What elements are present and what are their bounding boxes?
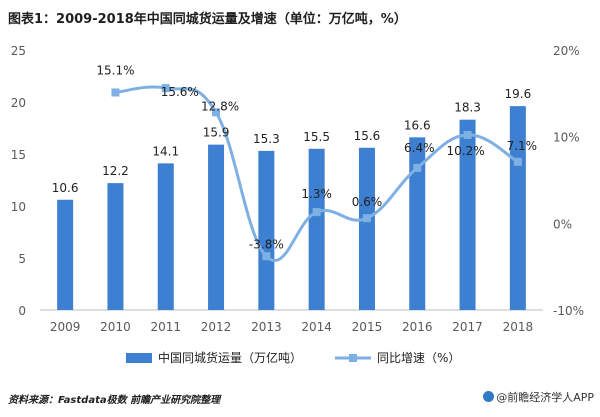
x-tick-label: 2014 [301, 320, 332, 334]
x-tick-label: 2016 [402, 320, 433, 334]
y-left-tick-label: 5 [18, 252, 26, 266]
bar [509, 106, 526, 310]
line-value-label: 0.6% [352, 195, 383, 209]
x-tick-label: 2013 [251, 320, 282, 334]
x-tick-label: 2009 [50, 320, 81, 334]
bar [57, 199, 74, 310]
x-tick-label: 2018 [503, 320, 534, 334]
line-value-label: 10.2% [446, 144, 484, 158]
legend-bar-label: 中国同城货运量（万亿吨） [158, 350, 302, 365]
line-point-marker [513, 157, 522, 166]
bar-value-label: 19.6 [504, 87, 531, 101]
bar-value-label: 10.6 [52, 181, 79, 195]
x-tick-label: 2010 [100, 320, 131, 334]
y-right-tick-label: 0% [553, 217, 572, 231]
y-right-tick-label: 20% [553, 44, 580, 58]
y-left-tick-label: 25 [11, 44, 26, 58]
line-point-marker [312, 208, 321, 217]
y-left-tick-label: 20 [11, 96, 26, 110]
line-value-label: 15.6% [161, 85, 199, 99]
bar [157, 163, 174, 310]
chart-title: 图表1：2009-2018年中国同城货运量及增速（单位：万亿吨，%） [8, 12, 407, 27]
legend-bar-swatch [126, 353, 152, 363]
bar [258, 150, 275, 310]
line-point-marker [362, 214, 371, 223]
brand-logo-icon [483, 391, 495, 402]
bar [358, 147, 375, 310]
line-point-marker [111, 88, 120, 97]
bar-value-label: 18.3 [454, 101, 481, 115]
y-left-tick-label: 0 [18, 304, 26, 318]
bar-value-label: 15.5 [303, 130, 330, 144]
line-value-label: 12.8% [201, 99, 239, 113]
y-left-tick-label: 15 [11, 148, 26, 162]
bar-value-label: 14.1 [152, 144, 179, 158]
bar [208, 144, 225, 310]
bar-value-label: 12.2 [102, 164, 129, 178]
bar-value-label: 15.9 [203, 126, 230, 140]
legend-line-label: 同比增速（%） [377, 351, 460, 365]
bar [459, 119, 476, 311]
line-point-marker [413, 163, 422, 172]
y-right-tick-label: -10% [553, 304, 584, 318]
line-value-label: 15.1% [96, 63, 134, 77]
brand-text: @前瞻经济学人APP [496, 391, 594, 404]
line-value-label: 1.3% [301, 187, 332, 201]
x-tick-label: 2012 [201, 320, 232, 334]
line-value-label: 7.1% [507, 139, 538, 153]
brand-watermark: @前瞻经济学人APP [483, 389, 594, 405]
bar-value-label: 15.3 [253, 132, 280, 146]
bar-value-label: 15.6 [354, 129, 381, 143]
y-left-tick-label: 10 [11, 200, 26, 214]
line-point-marker [463, 130, 472, 139]
x-tick-label: 2015 [352, 320, 383, 334]
line-point-marker [161, 84, 170, 93]
bar [308, 148, 325, 310]
line-point-marker [212, 108, 221, 117]
line-value-label: 6.4% [404, 141, 435, 155]
growth-rate-line [115, 85, 519, 262]
x-tick-label: 2017 [452, 320, 483, 334]
x-tick-label: 2011 [150, 320, 181, 334]
bar [409, 137, 426, 310]
line-point-marker [262, 252, 271, 261]
bar-value-label: 16.6 [404, 118, 431, 132]
legend-line-marker [349, 354, 357, 362]
line-value-label: -3.8% [249, 237, 284, 251]
bar [107, 183, 124, 310]
y-right-tick-label: 10% [553, 131, 580, 145]
source-note: 资料来源：Fastdata极数 前瞻产业研究院整理 [8, 395, 221, 406]
